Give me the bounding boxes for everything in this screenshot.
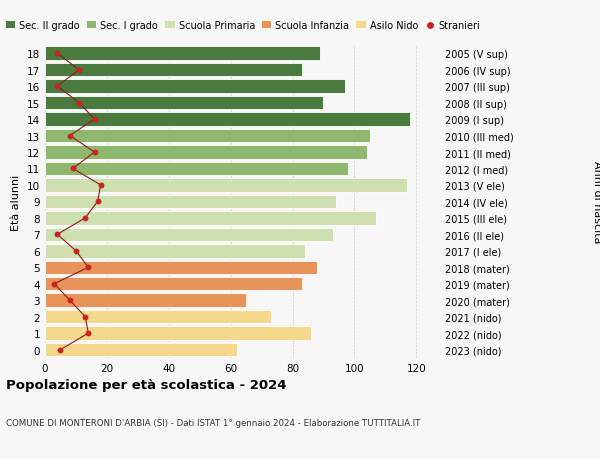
Text: Anni di nascita: Anni di nascita	[592, 161, 600, 243]
Bar	[45, 64, 302, 77]
Point	[96, 182, 106, 189]
Point	[93, 198, 103, 206]
Bar	[45, 47, 320, 61]
Point	[53, 231, 62, 239]
Bar	[45, 129, 370, 143]
Bar	[45, 195, 336, 209]
Point	[49, 280, 59, 288]
Bar	[45, 97, 323, 110]
Point	[83, 264, 93, 271]
Point	[71, 247, 81, 255]
Point	[80, 313, 90, 321]
Point	[74, 100, 84, 107]
Bar	[45, 212, 376, 225]
Point	[90, 149, 100, 157]
Point	[65, 297, 74, 304]
Bar	[45, 277, 302, 291]
Point	[65, 133, 74, 140]
Bar	[45, 245, 305, 258]
Text: COMUNE DI MONTERONI D'ARBIA (SI) - Dati ISTAT 1° gennaio 2024 - Elaborazione TUT: COMUNE DI MONTERONI D'ARBIA (SI) - Dati …	[6, 418, 421, 427]
Bar	[45, 80, 345, 94]
Bar	[45, 343, 237, 357]
Bar	[45, 146, 367, 159]
Bar	[45, 228, 333, 241]
Point	[68, 165, 77, 173]
Point	[74, 67, 84, 74]
Point	[53, 50, 62, 58]
Bar	[45, 327, 311, 340]
Point	[90, 116, 100, 123]
Y-axis label: Età alunni: Età alunni	[11, 174, 22, 230]
Point	[83, 330, 93, 337]
Point	[56, 346, 65, 353]
Point	[53, 83, 62, 90]
Legend: Sec. II grado, Sec. I grado, Scuola Primaria, Scuola Infanzia, Asilo Nido, Stran: Sec. II grado, Sec. I grado, Scuola Prim…	[2, 17, 484, 35]
Bar	[45, 113, 410, 127]
Bar	[45, 162, 348, 176]
Point	[80, 215, 90, 222]
Bar	[45, 294, 246, 307]
Bar	[45, 179, 407, 192]
Text: Popolazione per età scolastica - 2024: Popolazione per età scolastica - 2024	[6, 379, 287, 392]
Bar	[45, 310, 271, 324]
Bar	[45, 261, 317, 274]
